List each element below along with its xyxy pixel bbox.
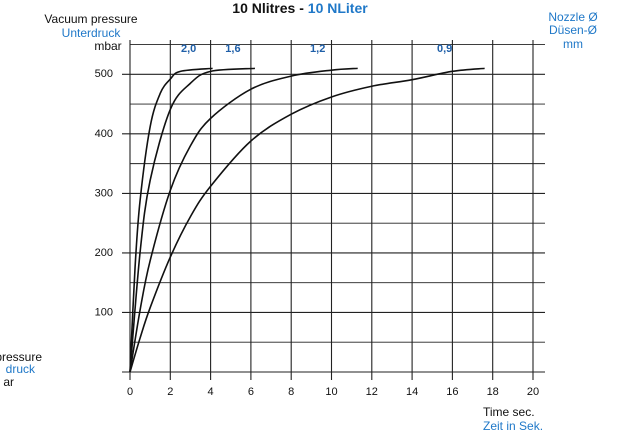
title-en: 10 Nlitres -	[232, 0, 307, 16]
x-label: Time sec.	[483, 405, 535, 419]
curve	[129, 67, 358, 373]
y-tick-label: 400	[95, 128, 113, 140]
title-de: 10 NLiter	[308, 0, 368, 16]
x-tick-label: 2	[167, 386, 173, 398]
legend-title: Düsen-Ø	[549, 23, 597, 37]
y-label: Unterdruck	[62, 26, 122, 40]
x-tick-label: 6	[248, 386, 254, 398]
y-tick-label: 100	[95, 306, 113, 318]
fragment-label: ar	[3, 375, 14, 389]
x-label: Zeit in Sek.	[483, 419, 543, 433]
series-label: 1,2	[310, 43, 325, 55]
y-label: mbar	[94, 39, 121, 53]
curve	[129, 67, 255, 373]
fragment-label: druck	[6, 362, 36, 376]
series-label: 0,9	[437, 43, 452, 55]
x-tick-label: 8	[288, 386, 294, 398]
x-tick-label: 12	[366, 386, 378, 398]
x-tick-label: 14	[406, 386, 418, 398]
legend-title: Nozzle Ø	[548, 10, 597, 24]
y-tick-label: 200	[95, 247, 113, 259]
x-tick-label: 20	[527, 386, 539, 398]
fragment-label: pressure	[0, 350, 42, 364]
x-tick-label: 4	[208, 386, 214, 398]
chart-title: 10 Nlitres - 10 NLiter	[232, 0, 368, 16]
curve	[129, 67, 485, 373]
x-tick-label: 16	[446, 386, 458, 398]
y-label: Vacuum pressure	[44, 12, 137, 26]
x-tick-label: 10	[325, 386, 337, 398]
x-tick-label: 0	[127, 386, 133, 398]
series-label: 1,6	[225, 43, 240, 55]
y-tick-label: 300	[95, 187, 113, 199]
curve	[129, 67, 213, 373]
y-tick-label: 500	[95, 68, 113, 80]
series-label: 2,0	[181, 43, 196, 55]
legend-title: mm	[563, 37, 583, 51]
x-tick-label: 18	[487, 386, 499, 398]
